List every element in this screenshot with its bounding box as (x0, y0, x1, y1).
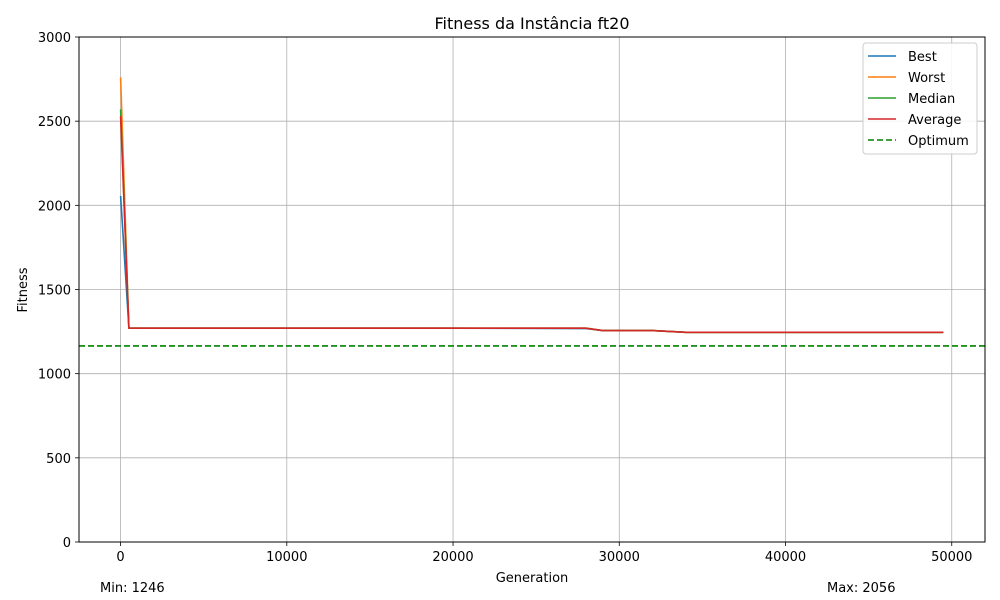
x-tick-label: 20000 (432, 550, 473, 565)
legend: Best Worst Median Average Optimum (862, 42, 978, 155)
y-tick-label: 3000 (38, 31, 71, 46)
series-median-line (119, 109, 944, 334)
x-tick-label: 40000 (765, 550, 806, 565)
series-lines (79, 77, 985, 347)
chart-title: Fitness da Instância ft20 (434, 14, 629, 33)
legend-worst-label: Worst (908, 71, 945, 86)
series-worst-line (119, 77, 944, 334)
series-best-line (119, 195, 944, 334)
x-tick-label: 0 (116, 550, 124, 565)
y-tick-label: 1000 (38, 368, 71, 383)
series-average-line (119, 116, 944, 334)
y-tick-label: 0 (63, 536, 71, 551)
min-label: Min: 1246 (100, 581, 165, 596)
legend-box (862, 42, 978, 155)
x-tick-label: 50000 (931, 550, 972, 565)
y-axis-ticks: 0 500 1000 1500 2000 2500 3000 (38, 31, 79, 551)
y-tick-label: 500 (46, 452, 71, 467)
legend-average-label: Average (908, 113, 961, 128)
y-tick-label: 2500 (38, 115, 71, 130)
x-tick-label: 10000 (266, 550, 307, 565)
legend-best-label: Best (908, 50, 937, 65)
max-label: Max: 2056 (827, 581, 896, 596)
y-tick-label: 1500 (38, 284, 71, 299)
y-axis-label: Fitness (16, 267, 31, 312)
legend-median-label: Median (908, 92, 955, 107)
x-tick-label: 30000 (599, 550, 640, 565)
y-tick-label: 2000 (38, 199, 71, 214)
grid-lines (79, 36, 985, 543)
x-axis-label: Generation (496, 571, 569, 586)
legend-optimum-label: Optimum (908, 134, 969, 149)
x-axis-ticks: 0 10000 20000 30000 40000 50000 (116, 542, 972, 565)
